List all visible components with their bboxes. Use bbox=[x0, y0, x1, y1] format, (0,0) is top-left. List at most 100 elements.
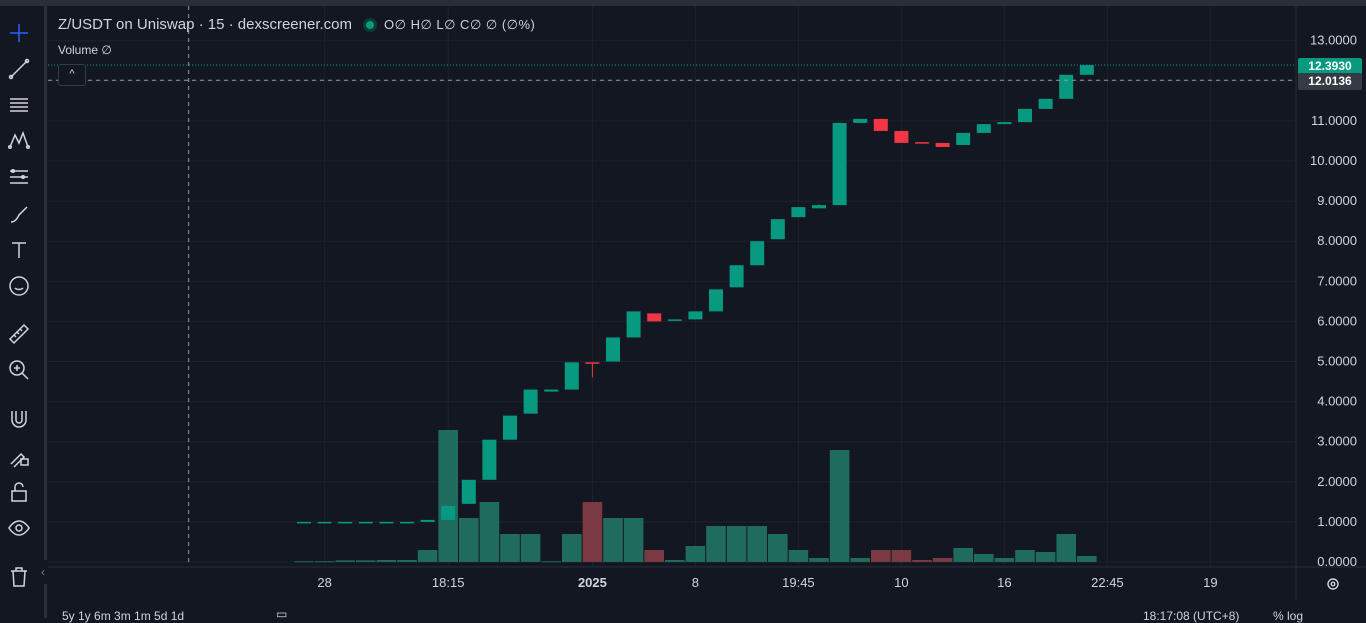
magnet-icon bbox=[11, 411, 27, 428]
last-price-tag: 12.3930 bbox=[1298, 58, 1362, 75]
candle-body bbox=[853, 118, 868, 123]
bottom-bar: 5y 1y 6m 3m 1m 5d 1d ▭ 18:17:08 (UTC+8) … bbox=[48, 601, 1366, 623]
candle-body bbox=[832, 122, 847, 206]
projection-icon bbox=[10, 168, 28, 184]
x-tick-label: 18:15 bbox=[432, 575, 465, 590]
clock-time[interactable]: 18:17:08 (UTC+8) bbox=[1143, 609, 1240, 623]
candle-body bbox=[1018, 108, 1032, 123]
lock-draw-icon bbox=[10, 452, 29, 468]
volume-bar bbox=[294, 561, 314, 563]
lock-icon bbox=[11, 482, 27, 502]
candle-body bbox=[564, 362, 579, 390]
y-tick-label: 5.0000 bbox=[1317, 354, 1357, 369]
y-tick-label: 2.0000 bbox=[1317, 474, 1357, 489]
volume-bar bbox=[603, 518, 623, 562]
ohlc-values: O∅ H∅ L∅ C∅ ∅ (∅%) bbox=[384, 17, 536, 32]
projection-tool[interactable] bbox=[6, 164, 32, 190]
scale-options[interactable]: % log bbox=[1273, 609, 1304, 623]
volume-bar bbox=[974, 554, 994, 562]
candle-body bbox=[420, 519, 435, 522]
candle-body bbox=[441, 505, 456, 520]
range-buttons[interactable]: 5y 1y 6m 3m 1m 5d 1d bbox=[62, 609, 185, 623]
volume-bar bbox=[479, 502, 500, 562]
candle-body bbox=[791, 207, 806, 218]
text-tool[interactable] bbox=[6, 237, 32, 263]
volume-bar bbox=[1056, 534, 1076, 562]
candle-body bbox=[358, 521, 373, 524]
volume-bar bbox=[1035, 552, 1056, 562]
y-tick-label: 11.0000 bbox=[1311, 113, 1357, 128]
x-tick-label: 19:45 bbox=[782, 575, 815, 590]
candle-body bbox=[647, 313, 662, 322]
volume-bar bbox=[356, 560, 376, 562]
candle-body bbox=[997, 122, 1012, 125]
trend-line-tool[interactable] bbox=[6, 56, 32, 82]
price-chart[interactable]: 13.000012.000011.000010.00009.00008.0000… bbox=[48, 6, 1366, 601]
y-tick-label: 4.0000 bbox=[1317, 394, 1357, 409]
candle-body bbox=[709, 289, 723, 312]
zoom-in-tool[interactable] bbox=[6, 357, 32, 383]
candle-body bbox=[770, 219, 785, 240]
brush-tool[interactable] bbox=[6, 201, 32, 227]
lock-tool[interactable] bbox=[6, 479, 32, 505]
volume-bar bbox=[562, 534, 582, 562]
crosshair-tool[interactable] bbox=[6, 20, 32, 46]
candle-body bbox=[544, 389, 559, 392]
volume-bar bbox=[623, 518, 644, 562]
volume-bar bbox=[582, 502, 603, 562]
candle-body bbox=[626, 311, 641, 338]
candle-body bbox=[585, 362, 600, 364]
candle-body bbox=[1059, 74, 1074, 99]
eye-icon bbox=[8, 520, 30, 536]
y-tick-label: 10.0000 bbox=[1310, 153, 1357, 168]
lock-draw-tool[interactable] bbox=[6, 443, 32, 469]
candle-body bbox=[956, 132, 971, 145]
volume-bar bbox=[459, 518, 479, 562]
eye-tool[interactable] bbox=[6, 515, 32, 541]
axis-settings-icon[interactable] bbox=[1326, 577, 1340, 591]
emoji-icon bbox=[9, 276, 29, 296]
candle-body bbox=[1079, 65, 1094, 75]
candle-body bbox=[812, 205, 826, 209]
x-tick-label: 19 bbox=[1203, 575, 1217, 590]
x-tick-label: 28 bbox=[317, 575, 331, 590]
candle-body bbox=[482, 439, 497, 480]
magnet-tool[interactable] bbox=[6, 406, 32, 432]
volume-bar bbox=[520, 534, 541, 562]
y-tick-label: 9.0000 bbox=[1317, 193, 1357, 208]
volume-bar bbox=[438, 430, 458, 562]
volume-bar bbox=[788, 550, 809, 562]
candle-body bbox=[461, 479, 476, 504]
candle-body bbox=[750, 241, 765, 266]
legend-collapse-button[interactable]: ^ bbox=[58, 64, 86, 86]
text-icon bbox=[12, 242, 26, 258]
volume-bar bbox=[1077, 556, 1097, 562]
volume-bar bbox=[829, 450, 850, 562]
candle-body bbox=[1038, 98, 1053, 109]
toolbar-collapse-button[interactable]: ‹ bbox=[38, 560, 48, 584]
crosshair-icon bbox=[10, 24, 28, 42]
volume-bar bbox=[335, 560, 355, 562]
fib-retracement-tool[interactable] bbox=[6, 92, 32, 118]
candle-body bbox=[297, 521, 311, 524]
trash-tool[interactable] bbox=[6, 564, 32, 590]
volume-legend[interactable]: Volume ∅ bbox=[58, 43, 112, 57]
emoji-tool[interactable] bbox=[6, 273, 32, 299]
volume-bar bbox=[747, 526, 767, 562]
pattern-tool[interactable] bbox=[6, 128, 32, 154]
candle-body bbox=[729, 265, 744, 288]
pattern-icon bbox=[7, 130, 31, 150]
y-tick-label: 0.0000 bbox=[1317, 554, 1357, 569]
volume-bar bbox=[314, 561, 335, 563]
candle-body bbox=[400, 521, 414, 524]
fib-retracement-icon bbox=[10, 98, 28, 112]
date-range-icon[interactable]: ▭ bbox=[276, 607, 288, 621]
ruler-tool[interactable] bbox=[6, 321, 32, 347]
volume-bar bbox=[850, 558, 870, 562]
symbol-title[interactable]: Z/USDT on Uniswap · 15 · dexscreener.com bbox=[58, 16, 353, 33]
volume-bar bbox=[1015, 550, 1035, 562]
candle-body bbox=[503, 415, 517, 440]
x-tick-label: 22:45 bbox=[1091, 575, 1124, 590]
candle-body bbox=[523, 389, 538, 414]
trend-line-icon bbox=[8, 58, 30, 80]
